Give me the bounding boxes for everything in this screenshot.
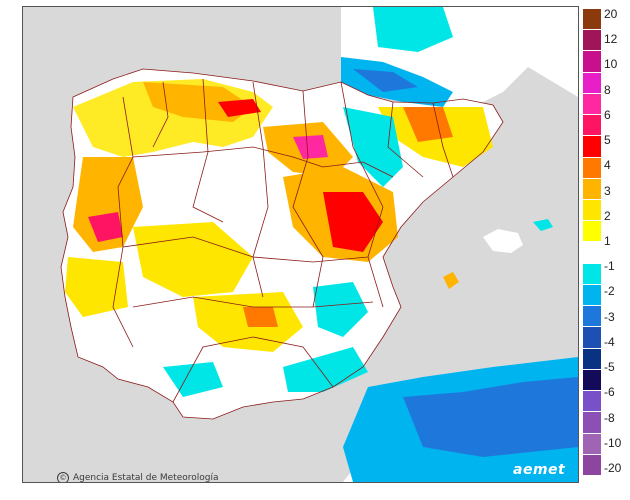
legend-swatch [583, 114, 601, 136]
legend-swatch [583, 411, 601, 433]
anomaly-coast-hot [88, 212, 123, 242]
legend-label: -5 [604, 360, 615, 375]
credit-text: Agencia Estatal de Meteorología [73, 473, 219, 483]
legend-swatch [583, 220, 601, 242]
legend-label: -20 [604, 461, 622, 475]
legend-label: 20 [604, 7, 618, 21]
legend-label: 8 [604, 82, 611, 97]
anomaly-south-warm [243, 307, 278, 327]
menorca [533, 219, 553, 231]
credit-line: © Agencia Estatal de Meteorología [57, 472, 219, 483]
mallorca [483, 229, 523, 253]
anomaly-west-coast [73, 157, 143, 252]
legend-label: -4 [604, 334, 615, 349]
legend-label: 12 [604, 32, 618, 47]
anomaly-murcia-cold [313, 282, 368, 337]
map-panel: © Agencia Estatal de Meteorología aemet [22, 6, 579, 483]
anomaly-portugal-south [65, 257, 128, 317]
anomaly-biscay-colder [353, 69, 418, 92]
legend-label: -10 [604, 435, 622, 450]
legend-label: 5 [604, 133, 611, 148]
legend-label: 2 [604, 208, 611, 223]
legend-label: -3 [604, 309, 615, 324]
legend-swatch [583, 432, 601, 454]
legend-swatch [583, 283, 601, 306]
copyright-icon: © [57, 472, 69, 482]
legend-swatch [583, 50, 601, 72]
legend-swatch [583, 368, 601, 391]
legend-label: -1 [604, 259, 615, 274]
anomaly-andalusia-cold [163, 362, 223, 397]
legend-label: 1 [604, 234, 611, 248]
legend-swatch [583, 29, 601, 51]
legend-label: -6 [604, 385, 615, 400]
legend-swatch [583, 241, 601, 263]
anomaly-cantabria-hot [218, 99, 261, 117]
anomaly-center-west [133, 222, 253, 297]
legend-swatch [583, 8, 601, 30]
legend-swatch [583, 326, 601, 348]
anomaly-map [23, 7, 578, 482]
legend-swatch [583, 390, 601, 412]
anomaly-navarra-cold [343, 107, 403, 187]
legend-label: 10 [604, 57, 618, 72]
legend-label: 3 [604, 183, 611, 198]
legend-swatch [583, 347, 601, 369]
legend-swatch [583, 199, 601, 221]
legend-label: 4 [604, 158, 611, 173]
legend-label: -2 [604, 284, 615, 299]
anomaly-pyrenees [403, 107, 453, 142]
legend-swatch [583, 453, 601, 475]
legend-label: 6 [604, 107, 611, 122]
legend-swatch [583, 71, 601, 93]
legend-label: -8 [604, 410, 615, 425]
ibiza [443, 272, 459, 289]
legend-swatch [583, 305, 601, 327]
regional-boundaries [60, 68, 504, 420]
anomaly-north-hot [293, 135, 328, 159]
legend-swatch [583, 135, 601, 157]
legend-swatch [583, 156, 601, 178]
aemet-logo: aemet [513, 462, 566, 478]
anomaly-east-hot [323, 192, 383, 252]
legend-swatch [583, 177, 601, 200]
legend-swatch [583, 92, 601, 115]
anomaly-southeast-cold [283, 347, 368, 392]
color-legend [583, 8, 601, 475]
anomaly-south-sea-colder [403, 377, 578, 457]
legend-swatch [583, 262, 601, 284]
anomaly-france-cold [373, 7, 453, 52]
